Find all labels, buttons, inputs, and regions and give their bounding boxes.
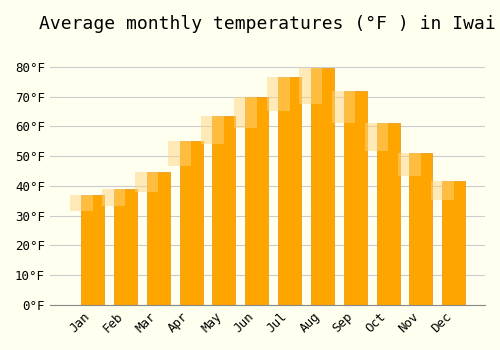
Bar [81,195,104,305]
Bar [266,77,289,111]
Bar [365,123,388,150]
Bar [234,97,257,128]
Bar [147,173,170,305]
Bar [201,116,224,144]
Bar [246,97,268,305]
Bar [102,189,126,206]
Bar [311,68,334,305]
Bar [300,68,322,104]
Bar [410,153,432,305]
Bar [136,173,158,193]
Bar [180,141,203,305]
Bar [168,141,191,166]
Bar [431,181,454,200]
Bar [442,181,465,305]
Bar [344,91,366,305]
Bar [398,153,421,176]
Title: Average monthly temperatures (°F ) in Iwai: Average monthly temperatures (°F ) in Iw… [39,15,496,33]
Bar [332,91,355,123]
Bar [376,123,400,305]
Bar [114,189,137,305]
Bar [278,77,301,305]
Bar [212,116,236,305]
Bar [70,195,92,211]
